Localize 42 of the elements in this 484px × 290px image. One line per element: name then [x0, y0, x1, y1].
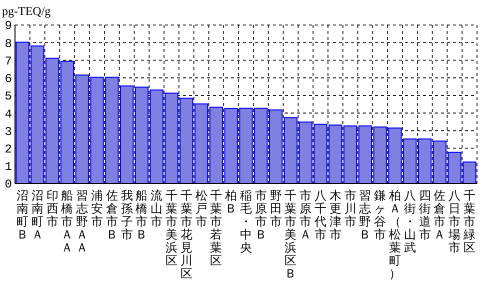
- x-tick-label: 我孫子市: [120, 188, 133, 242]
- x-tick-label: 四街道市: [418, 188, 431, 242]
- x-tick-label: 木更津市: [329, 188, 342, 242]
- y-tick-label: 0: [4, 178, 12, 192]
- x-tick-label: 佐倉市Ａ: [434, 188, 446, 242]
- x-tick-label: 沼南町Ｂ: [16, 188, 29, 242]
- y-tick-label: 6: [4, 72, 12, 86]
- x-tick-label: 柏Ａ（松葉町）: [388, 188, 401, 280]
- x-tick-label: 八千代市: [313, 188, 326, 242]
- y-tick-label: 5: [4, 90, 12, 104]
- x-tick-label: 沼南町Ａ: [31, 188, 44, 242]
- x-tick-label: 稲毛・中央: [240, 188, 252, 254]
- x-tick-label: 市原市Ａ: [300, 188, 312, 242]
- x-tick-label: 流山市: [150, 188, 163, 228]
- x-tick-label: 浦安市: [91, 188, 104, 228]
- x-tick-label: 市原市Ｂ: [254, 188, 267, 242]
- x-tick-label: 印西市: [46, 188, 58, 228]
- y-tick-label: 8: [4, 36, 12, 51]
- x-tick-label: 柏Ｂ: [224, 188, 238, 216]
- x-tick-label: 千葉市美浜区Ｂ: [284, 188, 297, 280]
- x-tick-label: 千葉市緑区: [462, 188, 476, 254]
- x-tick-label: 船橋市ＡＡ: [61, 188, 74, 254]
- y-tick-label: 2: [4, 142, 12, 156]
- y-tick-label: 4: [4, 107, 12, 122]
- x-tick-label: 野田市: [270, 188, 282, 228]
- x-tick-label: 千葉市花見川区: [180, 188, 192, 280]
- x-tick-label: 松戸市: [195, 188, 208, 228]
- y-tick-label: 9: [4, 19, 12, 34]
- x-tick-label: 八日市場市: [448, 188, 461, 254]
- x-tick-label: 市川市: [344, 188, 356, 228]
- x-tick-label: 八街・山武: [404, 188, 416, 254]
- x-tick-label: 習志野Ｂ: [359, 188, 372, 242]
- y-tick-label: 1: [4, 160, 12, 174]
- x-tick-label: 千葉市若葉区: [210, 188, 222, 268]
- x-tick-label: 習志野ＡＡ: [76, 188, 88, 254]
- y-tick-label: 7: [4, 54, 12, 68]
- x-tick-label: 鎌ヶ谷市: [374, 188, 386, 242]
- y-tick-label: 3: [4, 124, 12, 139]
- x-tick-label: 千葉市美浜区: [166, 188, 178, 268]
- x-tick-label: 船橋市Ｂ: [136, 188, 148, 242]
- y-axis-title: pg-TEQ/g: [2, 4, 51, 18]
- x-tick-label: 佐倉市Ｂ: [106, 188, 118, 242]
